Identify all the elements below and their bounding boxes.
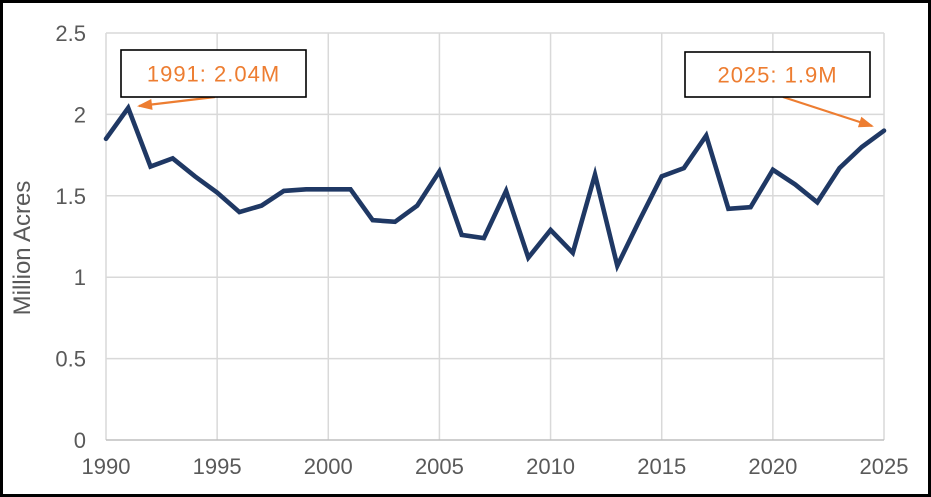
annotation-label: 2025: 1.9M [717, 63, 837, 88]
x-tick-label: 1990 [82, 454, 131, 479]
annotation: 1991: 2.04M [120, 49, 307, 110]
annotation: 2025: 1.9M [684, 51, 874, 128]
tick-layer: 1990 1995 2000 2005 2010 2015 2020 2025 0 0.5 1 1.5… [55, 21, 908, 479]
y-tick-label: 0 [74, 428, 86, 453]
y-axis-title: Million Acres [9, 181, 36, 316]
data-line-million-acres [103, 103, 887, 273]
line-chart: 1990 1995 2000 2005 2010 2015 2020 2025 0 0.5 1 1.5… [9, 21, 908, 479]
x-tick-label: 1995 [193, 454, 242, 479]
y-tick-label: 2.5 [55, 21, 86, 46]
y-tick-label: 0.5 [55, 347, 86, 372]
annotation-arrow [782, 95, 873, 128]
annotation-label: 1991: 2.04M [147, 62, 280, 87]
x-tick-label: 2020 [748, 454, 797, 479]
annotation-layer: 1991: 2.04M 2025: 1.9M [120, 49, 874, 128]
annotation-box [120, 49, 307, 98]
x-tick-label: 2015 [637, 454, 686, 479]
y-tick-label: 1.5 [55, 184, 86, 209]
x-tick-label: 2025 [860, 454, 909, 479]
y-tick-label: 1 [74, 265, 86, 290]
series-layer [103, 103, 887, 273]
annotation-box [684, 51, 871, 98]
x-tick-label: 2010 [526, 454, 575, 479]
grid-layer [105, 32, 885, 441]
y-tick-label: 2 [74, 102, 86, 127]
x-tick-label: 2005 [415, 454, 464, 479]
x-tick-label: 2000 [304, 454, 353, 479]
annotation-arrowhead-icon [857, 116, 874, 128]
annotation-arrowhead-icon [137, 99, 153, 110]
